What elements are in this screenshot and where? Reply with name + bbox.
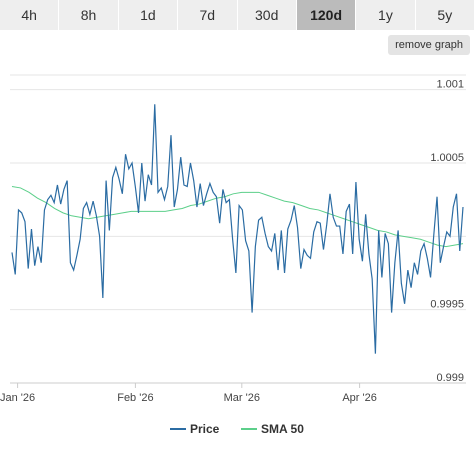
tab-30d[interactable]: 30d [237, 0, 297, 30]
tab-8h[interactable]: 8h [59, 0, 119, 30]
x-axis-ticks: Jan '26 Feb '26 Mar '26 Apr '26 [0, 383, 377, 404]
x-tick-label: Mar '26 [224, 392, 260, 404]
sma-50-line [11, 185, 464, 248]
y-tick-label: 1.001 [436, 79, 464, 91]
y-tick-label: 1.0005 [430, 152, 464, 164]
tab-5y[interactable]: 5y [415, 0, 474, 30]
price-line [11, 104, 464, 354]
tab-4h[interactable]: 4h [0, 0, 60, 30]
legend: Price SMA 50 [170, 422, 304, 436]
range-tabs: 4h 8h 1d 7d 30d 120d 1y 5y [0, 0, 474, 30]
x-tick-label: Apr '26 [342, 392, 377, 404]
x-tick-label: Feb '26 [117, 392, 153, 404]
legend-price-label[interactable]: Price [190, 422, 220, 436]
tab-7d[interactable]: 7d [178, 0, 238, 30]
legend-sma-label[interactable]: SMA 50 [261, 422, 304, 436]
y-tick-label: 0.999 [436, 372, 464, 384]
remove-graph-button[interactable]: remove graph [388, 35, 470, 55]
tab-120d[interactable]: 120d [296, 0, 357, 30]
y-axis-ticks: 0.999 0.9995 1.0005 1.001 [430, 79, 464, 384]
tab-1d[interactable]: 1d [118, 0, 179, 30]
x-tick-label: Jan '26 [0, 392, 35, 404]
y-tick-label: 0.9995 [430, 299, 464, 311]
tab-1y[interactable]: 1y [356, 0, 416, 30]
